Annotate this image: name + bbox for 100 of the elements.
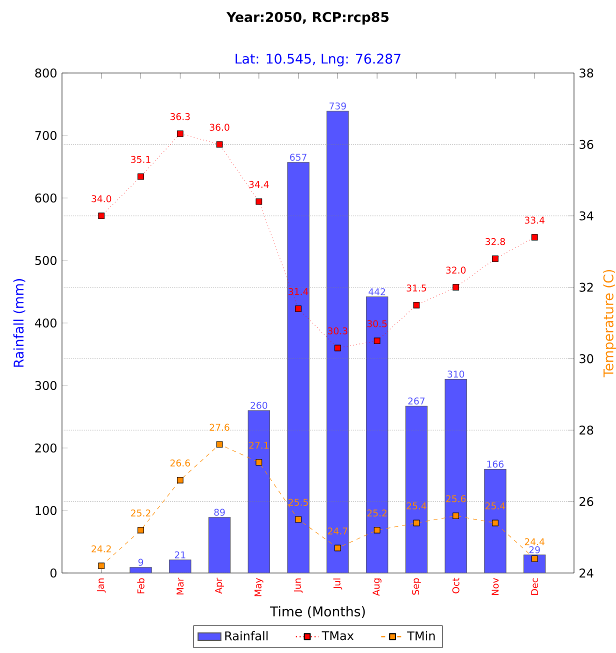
point (413, 520, 420, 526)
x-tick-label: Jan (97, 578, 106, 593)
y2-tick-label: 32 (580, 282, 593, 292)
data-label: 739 (330, 102, 346, 110)
data-label: 21 (174, 551, 186, 558)
bar (444, 378, 467, 573)
x-tick-label: Nov (492, 578, 499, 595)
data-label: 25.4 (486, 502, 506, 510)
data-label: 26.6 (170, 459, 190, 467)
data-label: 36.3 (170, 113, 190, 120)
data-label: 30.3 (328, 327, 348, 334)
data-label: 30.5 (367, 320, 387, 328)
x-axis-title: Time (Months) (270, 606, 365, 618)
data-label: 260 (250, 402, 268, 409)
y2-tick-label: 34 (580, 211, 594, 220)
y2-tick-label: 30 (580, 354, 594, 364)
point (492, 520, 498, 526)
y2-tick-label: 38 (580, 68, 594, 78)
bar (248, 410, 270, 573)
x-tick-label: Aug (372, 578, 382, 596)
x-tick-label: Sep (412, 578, 421, 595)
legend-label: TMax (322, 631, 354, 640)
point (138, 173, 144, 180)
point (334, 544, 341, 552)
data-label: 34.0 (92, 195, 112, 202)
y2-tick-label: 24 (580, 568, 594, 578)
point (531, 556, 538, 562)
data-label: 25.2 (131, 509, 150, 517)
point (256, 198, 262, 205)
data-label: 31.5 (406, 284, 426, 292)
bar (326, 110, 349, 573)
y-tick-label: 0 (50, 568, 56, 578)
data-label: 34.4 (249, 180, 269, 188)
point (295, 306, 302, 312)
chart-title: Year:2050, RCP:rcp85 (226, 12, 389, 25)
data-label: 27.6 (210, 424, 230, 431)
y2-tick-label: 36 (580, 140, 594, 149)
y-tick-label: 700 (35, 130, 56, 140)
data-label: 442 (368, 288, 386, 296)
point (98, 562, 105, 570)
data-label: 36.0 (210, 124, 230, 131)
point (492, 256, 498, 262)
data-label: 267 (408, 397, 425, 405)
data-label: 25.2 (367, 509, 387, 517)
bar (405, 406, 428, 573)
y-tick-label: 200 (35, 443, 56, 453)
point (531, 234, 538, 240)
point (176, 130, 184, 137)
data-label: 32.8 (486, 238, 505, 246)
data-label: 32.0 (446, 266, 466, 274)
x-tick-label: Apr (215, 578, 224, 594)
y-tick-label: 300 (35, 380, 56, 390)
bar (169, 560, 191, 573)
legend-label: Rainfall (225, 631, 268, 640)
point (374, 526, 380, 534)
data-label: 24.4 (524, 538, 544, 546)
data-label: 29 (529, 546, 540, 554)
y2-tick-label: 26 (580, 497, 594, 506)
data-label: 25.4 (406, 502, 426, 510)
data-label: 657 (290, 154, 306, 161)
data-label: 27.1 (249, 442, 268, 449)
point (216, 441, 223, 448)
legend-label: TMin (407, 631, 435, 640)
data-label: 24.2 (92, 545, 111, 552)
x-tick-label: Oct (452, 578, 460, 594)
point (374, 338, 380, 344)
data-label: 31.4 (288, 288, 308, 296)
data-label: 166 (487, 460, 504, 468)
bar (484, 468, 506, 573)
point (295, 516, 302, 523)
x-tick-label: Jul (333, 578, 342, 590)
y-tick-label: 800 (35, 68, 56, 78)
bar (208, 517, 231, 573)
point (216, 141, 223, 148)
point (138, 526, 144, 534)
bar (366, 296, 388, 573)
data-label: 89 (214, 508, 225, 516)
y-tick-label: 500 (35, 256, 56, 266)
bar (287, 162, 310, 573)
point (176, 476, 184, 484)
y2-tick-label: 28 (580, 426, 594, 435)
y-axis-title: Rainfall (mm) (13, 279, 26, 367)
point (413, 302, 420, 308)
y-tick-label: 600 (35, 193, 56, 203)
data-label: 24.7 (328, 527, 348, 534)
point (452, 512, 460, 520)
point (452, 284, 460, 290)
point (256, 459, 262, 466)
x-tick-label: Mar (176, 578, 184, 594)
x-tick-label: Jun (294, 578, 303, 593)
data-label: 9 (138, 558, 144, 566)
y-tick-label: 400 (34, 318, 56, 328)
x-tick-label: Feb (137, 578, 144, 594)
point (334, 344, 341, 352)
data-label: 310 (448, 370, 464, 378)
data-label: 25.6 (446, 495, 466, 502)
y2-axis-title: Temperature (C) (603, 270, 616, 378)
point (98, 212, 105, 220)
data-label: 33.4 (524, 216, 544, 224)
x-tick-label: May (254, 578, 264, 596)
